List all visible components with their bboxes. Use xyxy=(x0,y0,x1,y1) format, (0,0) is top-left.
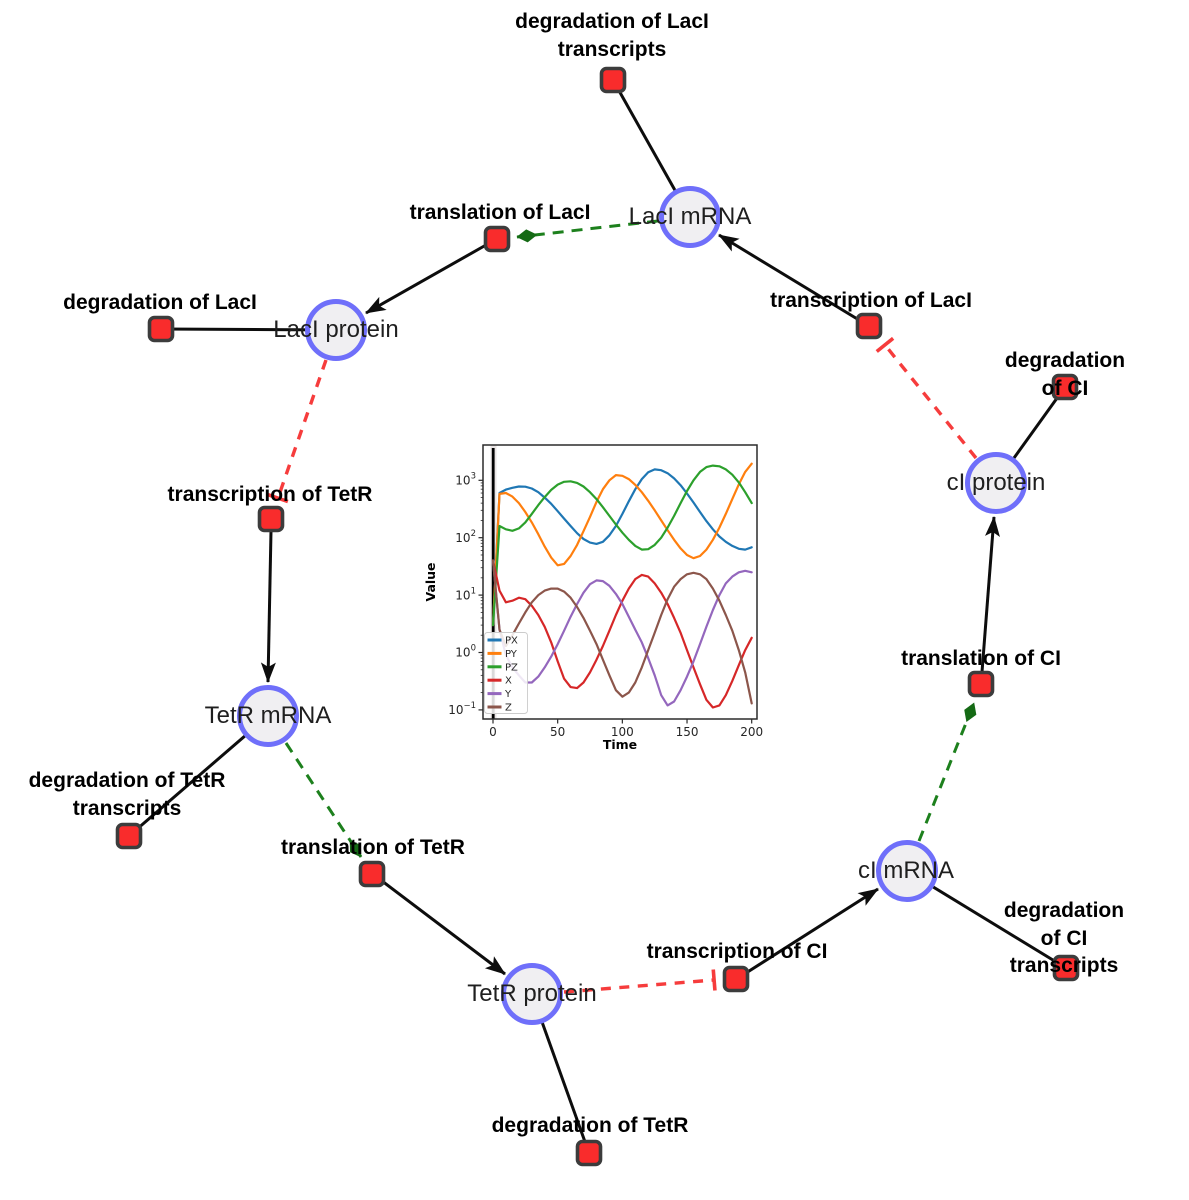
x-tick-label: 200 xyxy=(740,725,763,739)
reaction-node-transcription-tetr xyxy=(257,505,285,533)
reaction-node-transcription-laci xyxy=(855,312,883,340)
label-deg-tetr-transcripts: degradation of TetR transcripts xyxy=(28,769,226,820)
legend-label-PX: PX xyxy=(505,636,518,647)
reaction-node-translation-laci xyxy=(483,225,511,253)
series-line-PY xyxy=(491,462,753,627)
label-laci-protein: LacI protein xyxy=(273,316,399,343)
label-deg-ci: degradation of CI xyxy=(1004,349,1126,400)
edge-laciprotein-inhibits-transcription-tetr xyxy=(267,359,328,504)
species-nodes xyxy=(237,186,1027,1025)
inset-ticks: 0 50 100 150 200 10−1 100 101 102 103 xyxy=(448,472,763,740)
legend-label-Y: Y xyxy=(504,689,512,700)
label-tetr-protein: TetR protein xyxy=(467,980,597,1007)
inset-legend: PX PY PZ XYZ xyxy=(484,632,528,714)
label-transcription-tetr: transcription of TetR xyxy=(167,483,373,506)
reaction-node-translation-ci xyxy=(967,670,995,698)
modifier-edges xyxy=(284,219,977,858)
x-tick-label: 50 xyxy=(550,725,565,739)
label-translation-tetr: translation of TetR xyxy=(281,836,465,859)
label-laci-mrna: LacI mRNA xyxy=(628,203,752,230)
species-node-laci-protein xyxy=(305,299,367,361)
species-node-ci-mrna xyxy=(876,840,938,902)
legend-label-PY: PY xyxy=(505,649,518,660)
inhibition-edges xyxy=(267,336,978,994)
series-line-PZ xyxy=(491,464,753,627)
species-node-laci-mrna xyxy=(659,186,721,248)
edge-translation-ci-to-protein xyxy=(980,516,1000,673)
reaction-node-translation-tetr xyxy=(358,860,386,888)
inset-series xyxy=(491,462,753,709)
edges xyxy=(128,79,1067,1154)
legend-label-Z: Z xyxy=(505,703,512,714)
legend-label-X: X xyxy=(505,676,512,687)
reaction-node-deg-laci xyxy=(147,315,175,343)
x-axis-label: Time xyxy=(603,737,637,752)
legend-label-PZ: PZ xyxy=(505,662,518,673)
y-tick-label: 103 xyxy=(455,472,476,488)
y-tick-label: 102 xyxy=(455,529,476,545)
y-tick-label: 10−1 xyxy=(448,701,476,717)
edge-transcription-ci-to-mrna xyxy=(745,887,879,975)
series-line-Y xyxy=(491,559,753,707)
edge-translation-laci-to-protein xyxy=(365,243,487,315)
species-node-ci-protein xyxy=(965,452,1027,514)
series-line-PX xyxy=(491,468,753,627)
edge-tetrprotein-inhibits-transcription-ci xyxy=(563,969,717,994)
species-node-tetr-mrna xyxy=(237,685,299,747)
edge-transcription-tetr-to-mrna xyxy=(260,530,276,683)
edge-transcription-laci-to-mrna xyxy=(718,233,860,322)
label-transcription-laci: transcription of LacI xyxy=(770,289,972,312)
label-ci-mrna: cI mRNA xyxy=(858,857,954,884)
y-tick-label: 101 xyxy=(455,586,476,602)
edge-cimrna-modifies-translation xyxy=(917,702,977,842)
label-ci-protein: cI protein xyxy=(946,469,1046,496)
reaction-nodes xyxy=(115,66,1080,1167)
x-tick-label: 100 xyxy=(611,725,634,739)
edge-tetrmrna-modifies-translation xyxy=(284,742,363,858)
reaction-node-deg-ci-transcripts xyxy=(1052,954,1080,982)
label-translation-laci: translation of LacI xyxy=(409,201,591,224)
reaction-node-deg-tetr xyxy=(575,1139,603,1167)
label-transcription-ci: transcription of CI xyxy=(646,940,828,963)
reaction-node-deg-tetr-transcripts xyxy=(115,822,143,850)
plot-frame xyxy=(482,444,758,720)
series-line-Z xyxy=(491,559,753,705)
x-tick-label: 0 xyxy=(489,725,497,739)
label-deg-laci: degradation of LacI xyxy=(63,291,257,314)
edge-ciprotein-inhibits-transcription-laci xyxy=(875,336,978,460)
reaction-node-deg-ci xyxy=(1051,373,1079,401)
species-node-tetr-protein xyxy=(501,963,563,1025)
label-deg-ci-transcripts: degradation of CI transcripts xyxy=(1003,899,1125,978)
edge-lacimrna-modifies-translation xyxy=(516,219,659,243)
y-tick-label: 100 xyxy=(455,644,476,660)
label-deg-tetr: degradation of TetR xyxy=(491,1114,689,1137)
edge-cimrna-deg-transcripts xyxy=(906,869,1067,970)
label-deg-laci-transcripts: degradation of LacI transcripts xyxy=(515,10,709,61)
label-tetr-mrna: TetR mRNA xyxy=(204,702,332,729)
reaction-node-deg-laci-transcripts xyxy=(599,66,627,94)
x-tick-label: 150 xyxy=(676,725,699,739)
series-line-X xyxy=(491,559,753,709)
edge-translation-tetr-to-protein xyxy=(381,879,506,976)
reaction-node-transcription-ci xyxy=(722,965,750,993)
inset-plot: 0 50 100 150 200 10−1 100 101 102 103 PX PY PZ XYZ T… xyxy=(423,444,763,752)
label-translation-ci: translation of CI xyxy=(901,647,1061,670)
y-axis-label: Value xyxy=(423,562,438,601)
